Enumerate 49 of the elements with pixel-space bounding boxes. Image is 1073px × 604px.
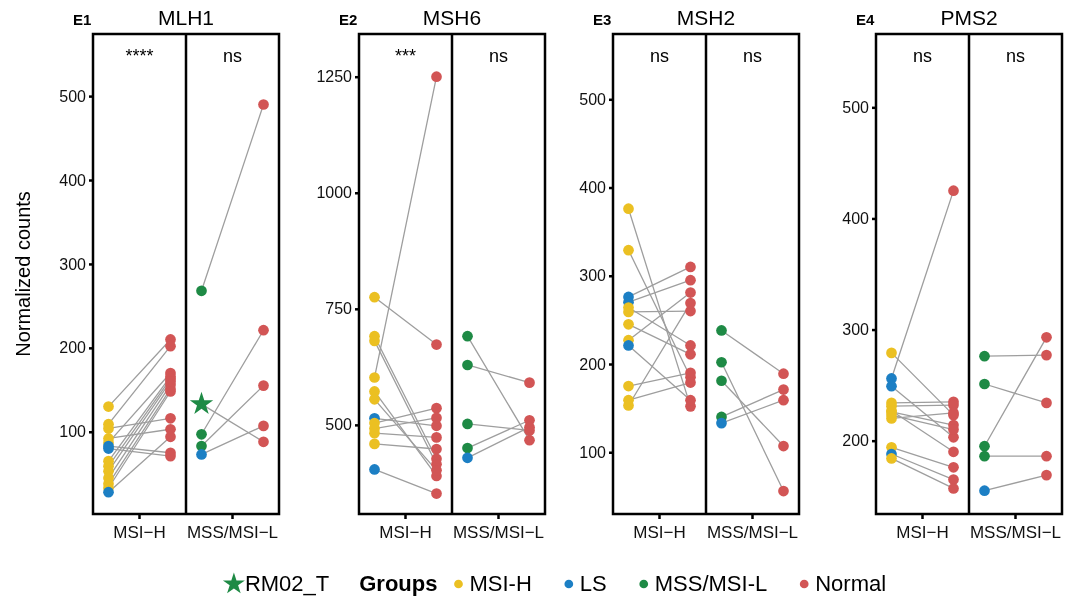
y-tick-label: 1000 <box>316 184 353 202</box>
legend-label: LS <box>579 571 607 596</box>
y-tick-label: 400 <box>579 179 607 197</box>
chart-subtitle: E3 <box>593 11 612 28</box>
legend-label: Normal <box>815 571 887 596</box>
y-tick-label: 500 <box>325 416 353 434</box>
y-tick-label: 500 <box>579 90 607 108</box>
annotation: ns <box>222 46 243 66</box>
y-tick-label: 200 <box>842 432 870 450</box>
y-tick-label: 200 <box>59 339 87 357</box>
y-tick-label: 400 <box>842 210 870 228</box>
x-tick-label: MSS/MSI−L <box>969 523 1062 542</box>
chart-subtitle: E1 <box>73 11 92 28</box>
x-tick-label: MSI−H <box>633 523 686 542</box>
annotation: *** <box>394 46 417 66</box>
annotation: **** <box>125 46 154 66</box>
chart-title: MLH1 <box>157 6 215 29</box>
y-tick-label: 750 <box>325 300 353 318</box>
y-tick-label: 300 <box>59 255 87 273</box>
y-axis-title: Normalized counts <box>12 191 34 357</box>
chart-subtitle: E2 <box>339 11 358 28</box>
y-tick-label: 500 <box>842 98 870 116</box>
legend-label: RM02_T <box>244 571 330 596</box>
chart-title: PMS2 <box>940 6 998 29</box>
y-tick-label: 500 <box>59 87 87 105</box>
y-tick-label: 1250 <box>316 68 353 86</box>
y-tick-label: 100 <box>579 443 607 461</box>
chart-subtitle: E4 <box>856 11 875 28</box>
annotation: ns <box>488 46 509 66</box>
x-tick-label: MSI−H <box>379 523 432 542</box>
y-tick-label: 300 <box>842 321 870 339</box>
y-tick-label: 200 <box>579 355 607 373</box>
x-tick-label: MSI−H <box>113 523 166 542</box>
legend-title: Groups <box>359 571 438 596</box>
annotation: ns <box>742 46 763 66</box>
y-tick-label: 400 <box>59 171 87 189</box>
x-tick-label: MSS/MSI−L <box>186 523 279 542</box>
x-tick-label: MSS/MSI−L <box>706 523 799 542</box>
x-tick-label: MSI−H <box>896 523 949 542</box>
annotation: ns <box>1005 46 1026 66</box>
annotation: ns <box>649 46 670 66</box>
chart-title: MSH6 <box>422 6 482 29</box>
annotation: ns <box>912 46 933 66</box>
x-tick-label: MSS/MSI−L <box>452 523 545 542</box>
legend-label: MSS/MSI-L <box>654 571 768 596</box>
chart-title: MSH2 <box>676 6 736 29</box>
y-tick-label: 100 <box>59 423 87 441</box>
y-tick-label: 300 <box>579 267 607 285</box>
legend-label: MSI-H <box>469 571 532 596</box>
